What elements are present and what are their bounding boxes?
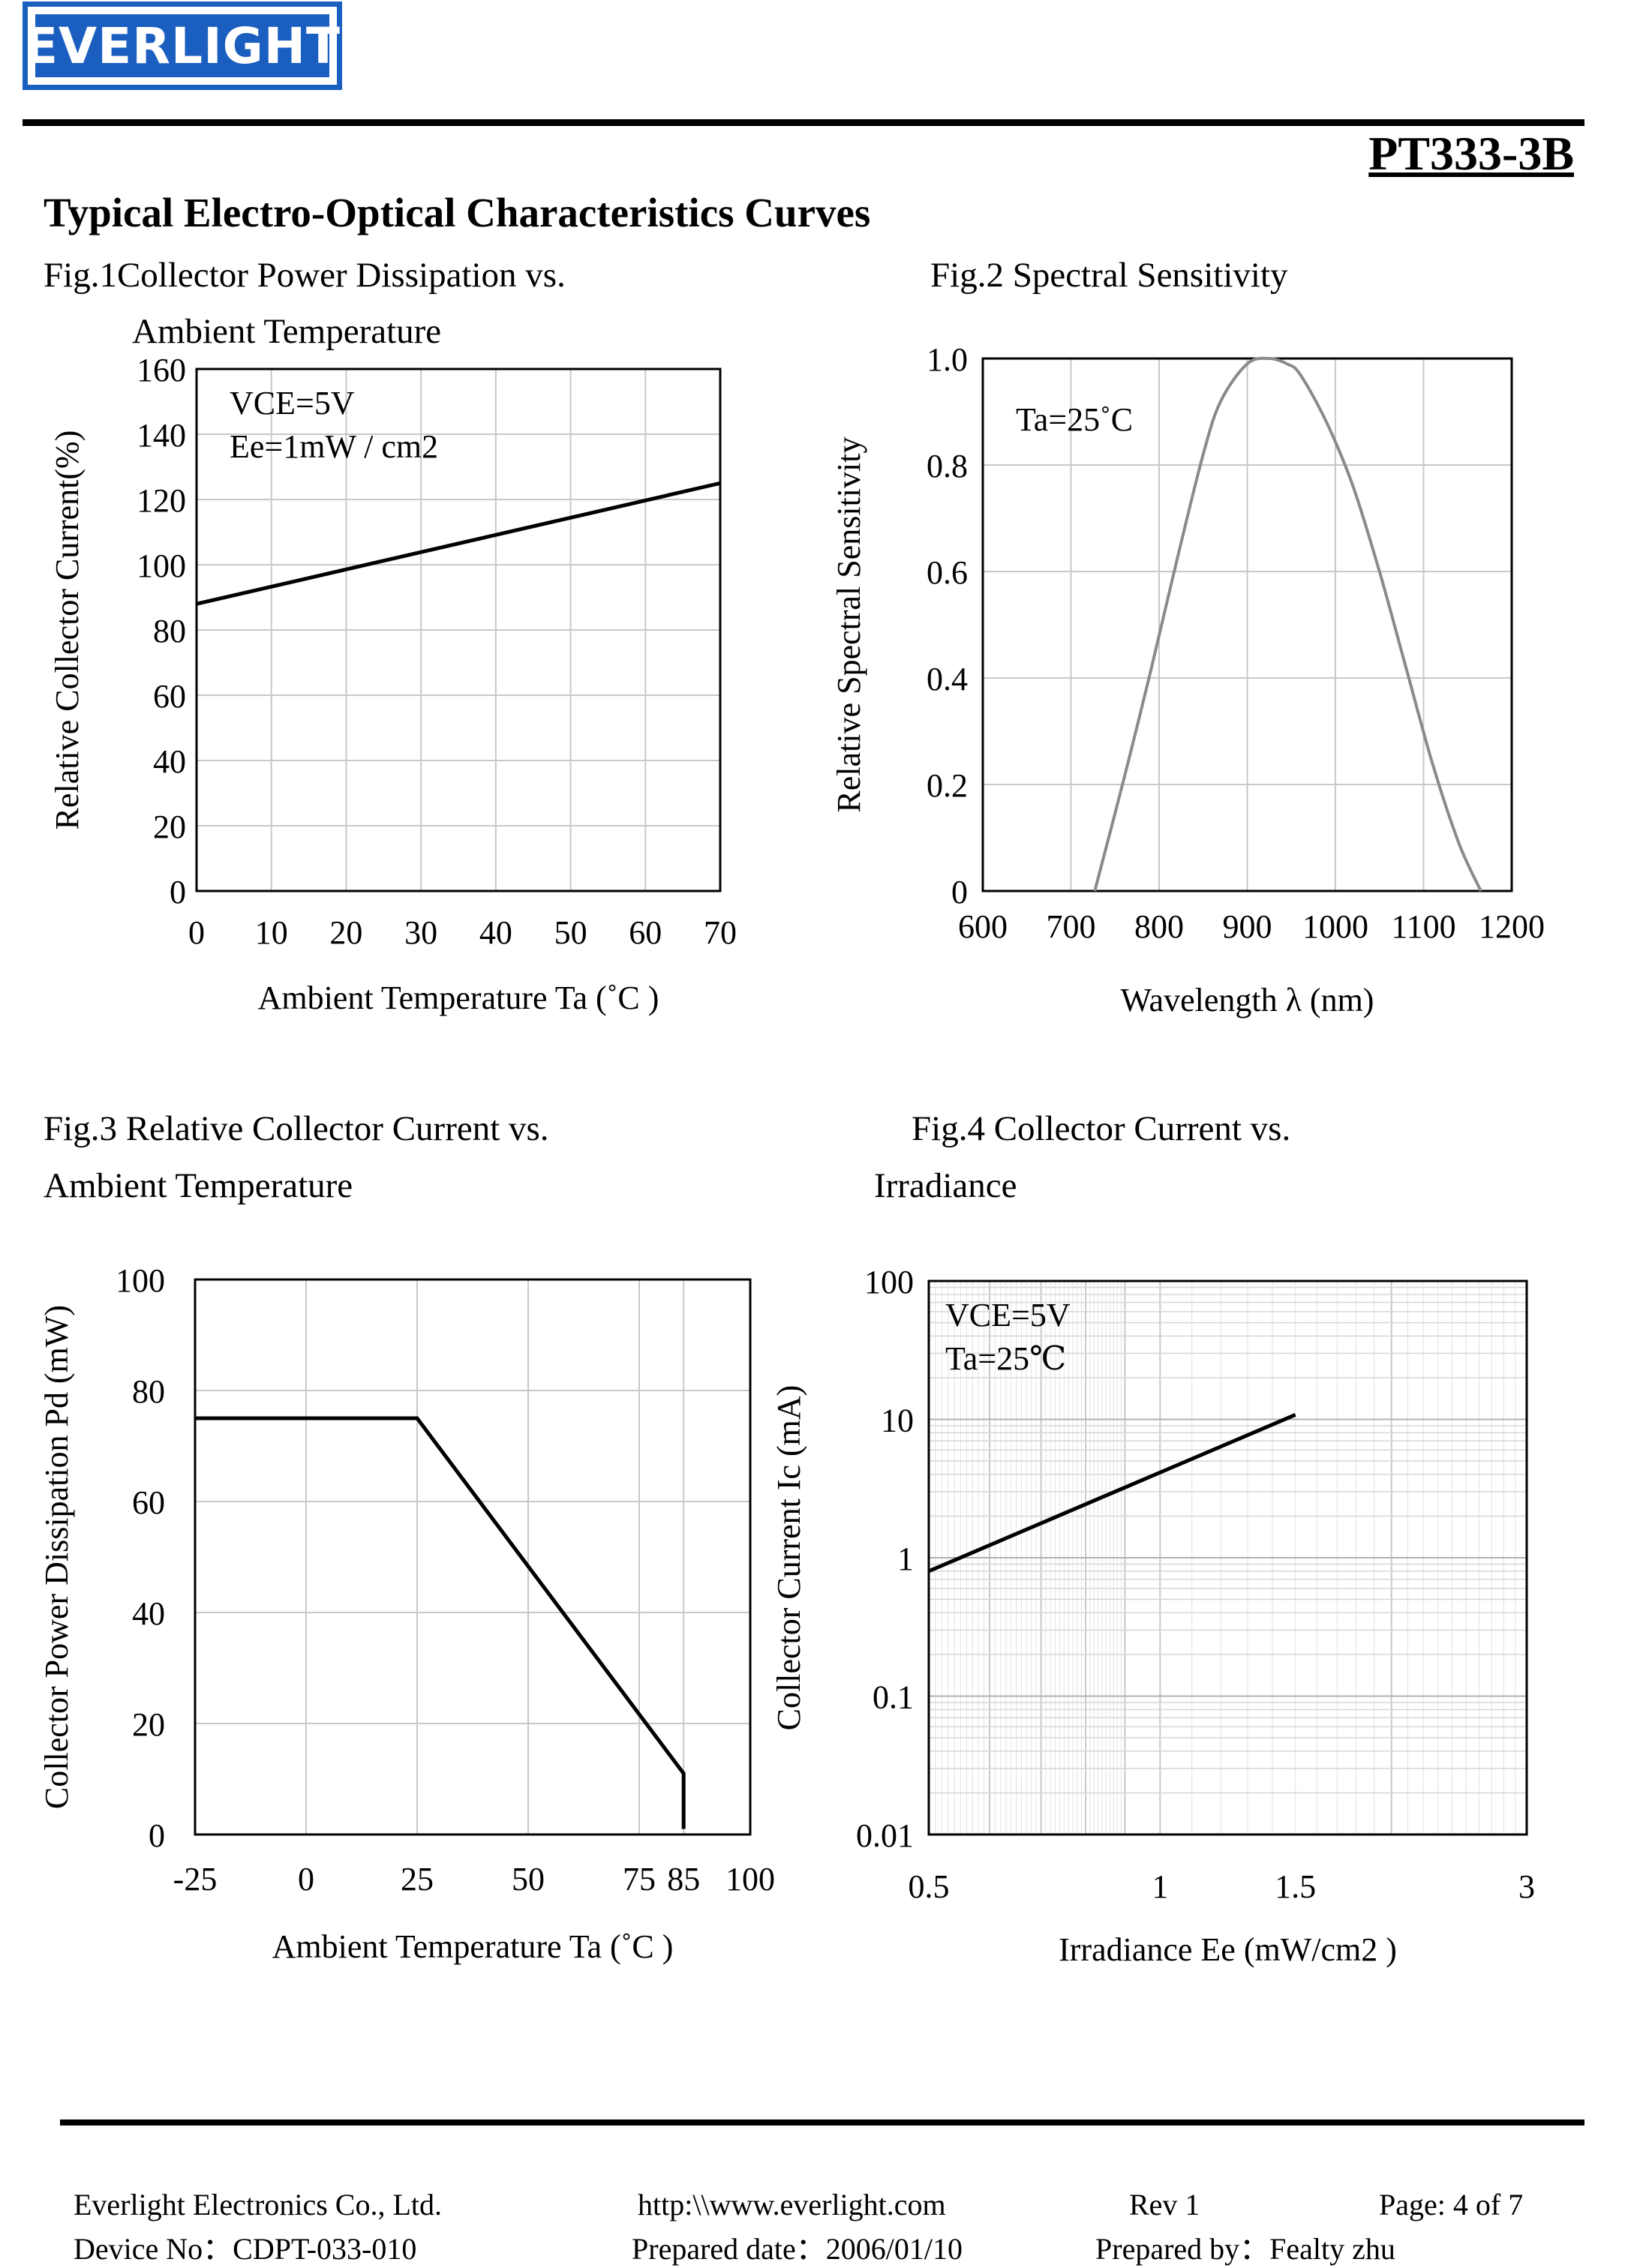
x-tick-label: 1.5 (1275, 1868, 1316, 1905)
fig4-caption-line1: Fig.4 Collector Current vs. (912, 1109, 1291, 1148)
y-tick-label: 0.2 (927, 767, 968, 804)
y-tick-label: 40 (153, 743, 186, 780)
x-tick-label: 50 (554, 914, 587, 951)
x-tick-label: 600 (958, 908, 1008, 945)
x-tick-label: 1000 (1302, 908, 1368, 945)
logo-text: EVERLIGHT (24, 14, 340, 77)
x-tick-label: 100 (725, 1861, 775, 1898)
footer-device-no: Device No：CDPT-033-010 (74, 2232, 417, 2266)
section-title: Typical Electro-Optical Characteristics … (44, 190, 871, 236)
x-tick-label: 10 (255, 914, 288, 951)
y-tick-label: 120 (137, 482, 186, 519)
y-tick-label: 160 (137, 352, 186, 388)
y-tick-label: 0.4 (927, 661, 968, 698)
chart-annotation: VCE=5V (230, 385, 355, 422)
footer-prepared-by: Prepared by：Fealty zhu (1095, 2232, 1395, 2266)
chart-fig2: 600 700 800 900 1000 1100 1200 0 0.2 0.4 0.6 0.8 1.0… (831, 341, 1545, 1018)
x-axis-label: Ambient Temperature Ta (˚C ) (258, 980, 659, 1016)
y-tick-label: 60 (153, 678, 186, 715)
x-axis-label: Irradiance Ee (mW/cm2 ) (1059, 1931, 1397, 1968)
series-line (1093, 356, 1482, 892)
plot-frame (194, 1278, 752, 1836)
x-tick-label: 0 (188, 914, 205, 951)
x-tick-label: 20 (329, 914, 362, 951)
x-tick-label: 1100 (1391, 908, 1455, 945)
y-tick-label: 0 (170, 874, 186, 910)
x-axis-label: Wavelength λ (nm) (1121, 982, 1374, 1018)
footer-company: Everlight Electronics Co., Ltd. (74, 2188, 442, 2222)
x-tick-label: 85 (667, 1861, 700, 1898)
series-line (196, 481, 721, 606)
y-tick-label: 40 (132, 1595, 165, 1632)
y-tick-label: 80 (153, 613, 186, 650)
y-axis-label: Relative Spectral Sensitivity (831, 436, 867, 812)
x-tick-label: 0 (298, 1861, 314, 1898)
x-axis-label: Ambient Temperature Ta (˚C ) (272, 1928, 674, 1965)
plot-frame (981, 357, 1513, 892)
y-tick-label: 1 (897, 1540, 914, 1577)
x-tick-label: 40 (479, 914, 512, 951)
everlight-logo: EVERLIGHT (23, 2, 342, 90)
y-tick-label: 1.0 (927, 341, 968, 378)
chart-annotation: VCE=5V (945, 1297, 1071, 1334)
plot-frame (927, 1280, 1528, 1836)
footer-page: Page: 4 of 7 (1379, 2188, 1524, 2222)
x-tick-label: 1200 (1479, 908, 1545, 945)
fig3-caption-line2: Ambient Temperature (44, 1166, 353, 1205)
header-divider (23, 119, 1584, 126)
x-tick-label: 700 (1047, 908, 1096, 945)
chart-annotation: Ta=25˚C (1016, 401, 1133, 438)
fig1-caption-line2: Ambient Temperature (132, 312, 442, 351)
x-tick-label: 25 (401, 1861, 434, 1898)
x-tick-label: 70 (704, 914, 737, 951)
x-tick-label: 3 (1518, 1868, 1535, 1905)
y-tick-label: 80 (132, 1373, 165, 1410)
y-tick-label: 10 (881, 1402, 914, 1439)
plot-frame (195, 368, 722, 892)
x-tick-label: 900 (1223, 908, 1272, 945)
chart-fig1: 0 10 20 30 40 50 60 70 0 20 40 60 80 100 120 140 160 Ambi… (49, 352, 737, 1016)
x-tick-label: -25 (173, 1861, 218, 1898)
y-axis-label: Collector Power Dissipation Pd (mW) (38, 1305, 75, 1809)
footer-divider (60, 2120, 1584, 2126)
fig4-caption-line2: Irradiance (874, 1166, 1017, 1205)
x-tick-label: 75 (623, 1861, 656, 1898)
y-tick-label: 20 (132, 1706, 165, 1743)
chart-fig4: 0.5 1 1.5 3 0.01 0.1 1 10 100 Irradiance Ee (mW/c… (770, 1264, 1535, 1968)
part-number: PT333-3B (1368, 127, 1574, 180)
x-tick-label: 30 (404, 914, 437, 951)
x-tick-label: 1 (1152, 1868, 1168, 1905)
x-tick-label: 800 (1134, 908, 1184, 945)
y-tick-label: 0 (951, 874, 968, 910)
y-tick-label: 0.8 (927, 448, 968, 484)
chart-annotation: Ta=25℃ (945, 1340, 1066, 1377)
footer-rev: Rev 1 (1129, 2188, 1200, 2222)
fig3-caption-line1: Fig.3 Relative Collector Current vs. (44, 1109, 549, 1148)
chart-annotation: Ee=1mW / cm2 (230, 428, 438, 465)
y-tick-label: 60 (132, 1484, 165, 1521)
fig1-caption-line1: Fig.1Collector Power Dissipation vs. (44, 256, 566, 295)
x-tick-label: 0.5 (909, 1868, 950, 1905)
fig2-caption: Fig.2 Spectral Sensitivity (930, 256, 1288, 295)
x-tick-label: 50 (512, 1861, 545, 1898)
series-line (195, 1416, 686, 1829)
y-tick-label: 140 (137, 417, 186, 454)
y-axis-label: Relative Collector Current(%) (49, 430, 86, 830)
y-axis-label: Collector Current Ic (mA) (770, 1385, 807, 1731)
x-tick-label: 60 (629, 914, 662, 951)
y-tick-label: 100 (116, 1262, 165, 1299)
y-tick-label: 0.01 (856, 1817, 914, 1854)
y-tick-label: 0 (149, 1817, 165, 1854)
y-tick-label: 0.6 (927, 554, 968, 591)
y-tick-label: 100 (137, 548, 186, 584)
y-tick-label: 0.1 (873, 1679, 914, 1716)
y-tick-label: 20 (153, 808, 186, 845)
y-tick-label: 100 (864, 1264, 914, 1300)
footer-url[interactable]: http:\\www.everlight.com (638, 2188, 946, 2222)
series-line (928, 1413, 1296, 1574)
footer-prepared-date: Prepared date：2006/01/10 (632, 2232, 963, 2266)
